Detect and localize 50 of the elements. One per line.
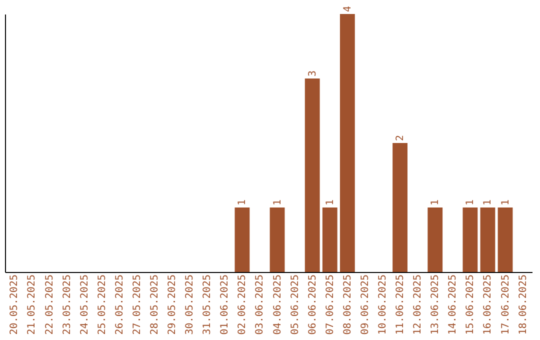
x-tick-label: 07.06.2025 xyxy=(324,274,336,335)
x-tick-label: 31.05.2025 xyxy=(202,274,214,335)
data-label: 1 xyxy=(500,199,512,206)
bar xyxy=(234,208,250,272)
bar xyxy=(498,208,513,272)
x-tick-label: 26.05.2025 xyxy=(114,274,126,335)
x-tick-label: 03.06.2025 xyxy=(254,274,266,335)
bar xyxy=(392,143,408,272)
data-label: 1 xyxy=(237,199,248,206)
bar xyxy=(428,208,443,272)
x-tick-label: 24.05.2025 xyxy=(79,274,90,335)
data-label: 3 xyxy=(307,70,318,76)
data-label: 1 xyxy=(482,199,494,206)
bar xyxy=(462,208,478,272)
data-label: 1 xyxy=(272,199,284,206)
x-tick-label: 06.06.2025 xyxy=(307,274,318,335)
x-tick-label: 04.06.2025 xyxy=(272,274,284,335)
x-tick-label: 02.06.2025 xyxy=(237,274,248,335)
x-tick-label: 09.06.2025 xyxy=(360,274,371,335)
x-tick-label: 01.06.2025 xyxy=(220,274,231,335)
x-tick-label: 16.06.2025 xyxy=(482,274,494,335)
data-label: 2 xyxy=(395,134,406,141)
x-tick-label: 15.06.2025 xyxy=(465,274,476,335)
x-tick-label: 08.06.2025 xyxy=(342,274,354,335)
x-tick-label: 18.06.2025 xyxy=(518,274,529,335)
bar xyxy=(322,208,338,272)
x-tick-label: 25.05.2025 xyxy=(96,274,108,335)
x-tick-label: 05.06.2025 xyxy=(290,274,301,335)
x-tick-label: 13.06.2025 xyxy=(430,274,442,335)
x-tick-label: 29.05.2025 xyxy=(167,274,178,335)
x-tick-label: 22.05.2025 xyxy=(44,274,56,335)
data-label: 1 xyxy=(324,199,336,206)
x-tick-label: 17.06.2025 xyxy=(500,274,512,335)
x-tick-label: 30.05.2025 xyxy=(184,274,196,335)
x-tick-label: 10.06.2025 xyxy=(377,274,388,335)
bar xyxy=(270,208,285,272)
x-tick-label: 27.05.2025 xyxy=(132,274,143,335)
x-tick-label: 14.06.2025 xyxy=(448,274,459,335)
bar xyxy=(480,208,496,272)
x-tick-label: 21.05.2025 xyxy=(26,274,38,335)
x-tick-label: 11.06.2025 xyxy=(395,274,406,335)
x-tick-label: 23.05.2025 xyxy=(62,274,73,335)
x-tick-label: 12.06.2025 xyxy=(412,274,424,335)
bar xyxy=(304,78,320,272)
x-tick-label: 20.05.2025 xyxy=(9,274,20,335)
data-label: 4 xyxy=(342,6,354,12)
data-label: 1 xyxy=(430,199,442,206)
bar xyxy=(340,14,355,272)
data-label: 1 xyxy=(465,199,476,206)
x-tick-label: 28.05.2025 xyxy=(150,274,161,335)
